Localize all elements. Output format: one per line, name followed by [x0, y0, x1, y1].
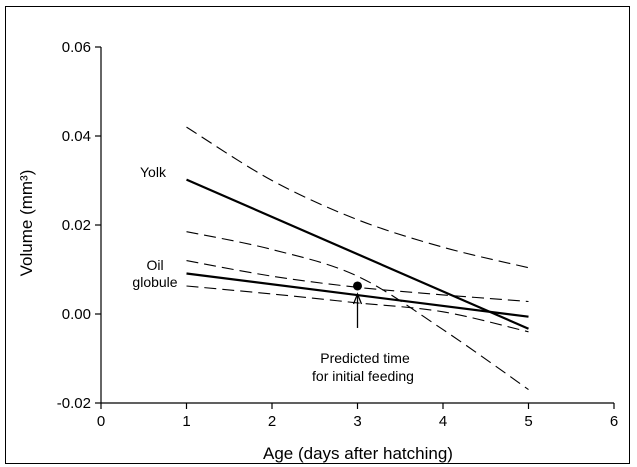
x-tick-label: 2 — [268, 413, 276, 430]
x-tick-label: 0 — [97, 413, 105, 430]
feeding-point — [353, 281, 362, 291]
oil-globule-label-line1: Oil — [146, 257, 163, 273]
feeding-label-line1: Predicted time — [320, 350, 410, 366]
x-tick-label: 1 — [182, 413, 190, 430]
yolk-upper-bound-line — [186, 126, 529, 269]
y-tick-label: 0.02 — [62, 217, 91, 234]
y-tick-label: 0.00 — [62, 306, 91, 323]
y-tick-label: 0.06 — [62, 39, 91, 56]
yolk-line — [186, 178, 529, 330]
x-ticks: 0 1 2 3 4 5 6 — [97, 403, 618, 430]
feeding-marker — [352, 281, 363, 328]
y-ticks: -0.02 0.00 0.02 0.04 0.06 — [57, 39, 101, 412]
x-tick-label: 3 — [353, 413, 361, 430]
feeding-label-line2: for initial feeding — [312, 368, 414, 384]
y-tick-label: -0.02 — [57, 395, 91, 412]
yolk-lower-bound-line — [186, 231, 529, 391]
yolk-label: Yolk — [140, 164, 167, 180]
x-tick-label: 4 — [439, 413, 447, 430]
x-tick-label: 6 — [610, 413, 618, 430]
y-tick-label: 0.04 — [62, 128, 91, 145]
x-axis-title: Age (days after hatching) — [263, 444, 453, 463]
oil-globule-label-line2: globule — [132, 274, 177, 290]
x-tick-label: 5 — [524, 413, 532, 430]
y-axis-title: Volume (mm³) — [17, 170, 36, 277]
feeding-arrow-head — [352, 292, 363, 305]
